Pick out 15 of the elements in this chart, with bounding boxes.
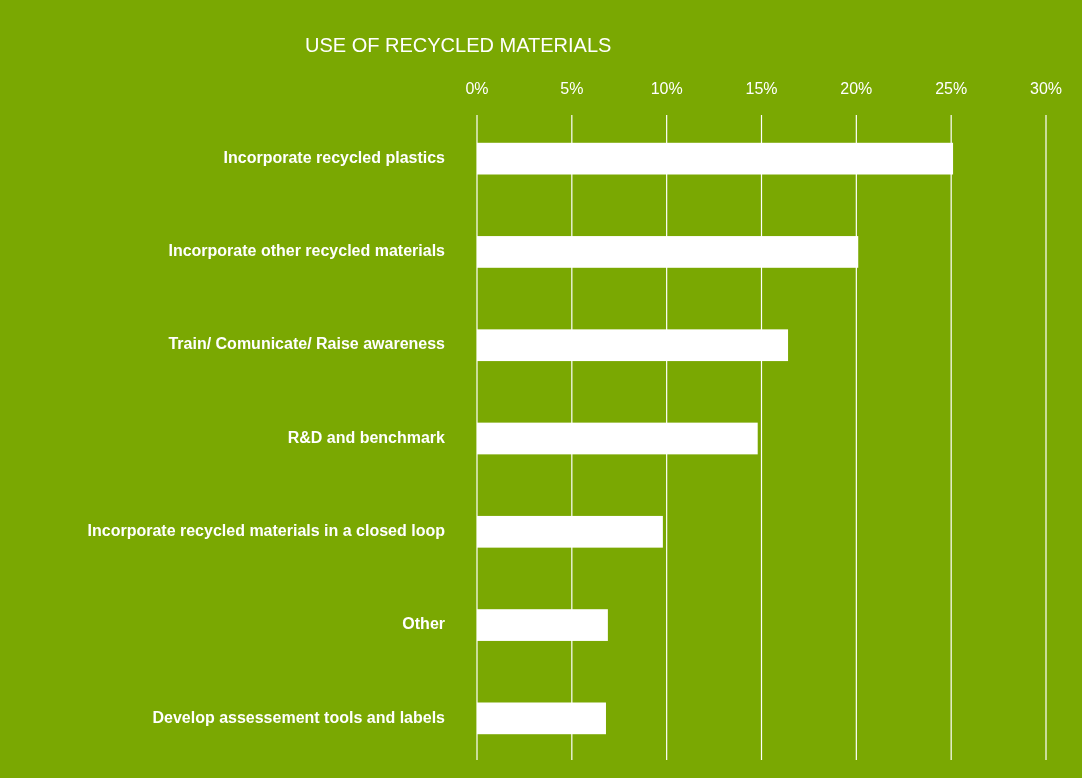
x-tick-label: 25% xyxy=(935,80,968,97)
x-tick-label: 5% xyxy=(560,80,584,97)
x-tick-label: 20% xyxy=(840,80,873,97)
x-tick-label: 0% xyxy=(465,80,489,97)
y-tick-label: Train/ Comunicate/ Raise awareness xyxy=(168,335,446,353)
y-tick-label: Incorporate recycled plastics xyxy=(223,148,446,166)
chart-title: USE OF RECYCLED MATERIALS xyxy=(305,34,612,56)
y-tick-label: R&D and benchmark xyxy=(287,428,446,446)
x-tick-label: 30% xyxy=(1029,80,1063,97)
y-tick-label: Incorporate recycled materials in a closed loop xyxy=(87,522,446,540)
x-tick-label: 10% xyxy=(650,80,683,97)
y-tick-label: Other xyxy=(402,615,445,633)
y-tick-label: Develop assessement tools and labels xyxy=(152,708,446,726)
y-tick-label: Incorporate other recycled materials xyxy=(168,242,446,260)
x-tick-label: 15% xyxy=(745,80,778,97)
